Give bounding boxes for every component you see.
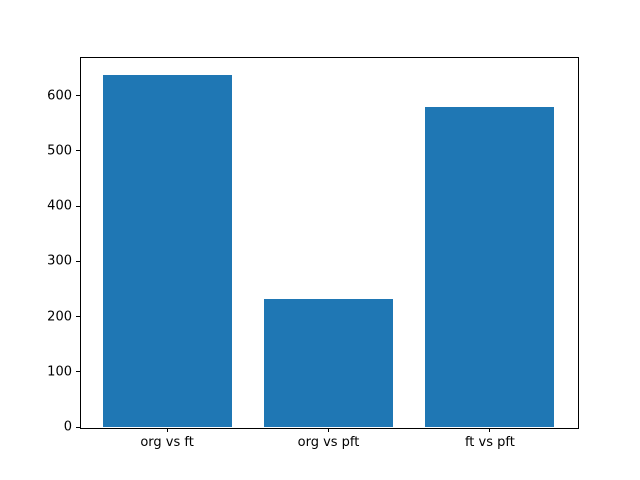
x-tick-mark [328, 428, 329, 432]
y-tick-mark [76, 205, 80, 207]
bar-ft-vs-pft [425, 106, 555, 427]
y-tick-mark [76, 426, 80, 428]
x-tick-mark [166, 428, 168, 432]
x-tick-label-org-vs-pft: org vs pft [297, 435, 360, 450]
y-tick-mark [76, 150, 80, 152]
y-tick-label: 300 [47, 253, 72, 269]
x-tick-label-org-vs-ft: org vs ft [140, 435, 194, 450]
bar-org-vs-ft [102, 74, 232, 427]
x-tick-label-ft-vs-pft: ft vs pft [464, 435, 515, 450]
y-tick-label: 200 [47, 309, 72, 325]
y-tick-label: 500 [47, 143, 72, 159]
x-tick-mark [489, 428, 491, 432]
bar-org-vs-pft [264, 298, 394, 427]
y-tick-label: 0 [63, 419, 72, 435]
y-tick-label: 400 [47, 198, 72, 214]
y-tick-mark [76, 95, 80, 97]
y-tick-mark [76, 260, 80, 262]
y-tick-label: 100 [47, 364, 72, 380]
y-tick-mark [76, 371, 80, 373]
y-tick-mark [76, 316, 80, 318]
y-tick-label: 600 [47, 88, 72, 104]
